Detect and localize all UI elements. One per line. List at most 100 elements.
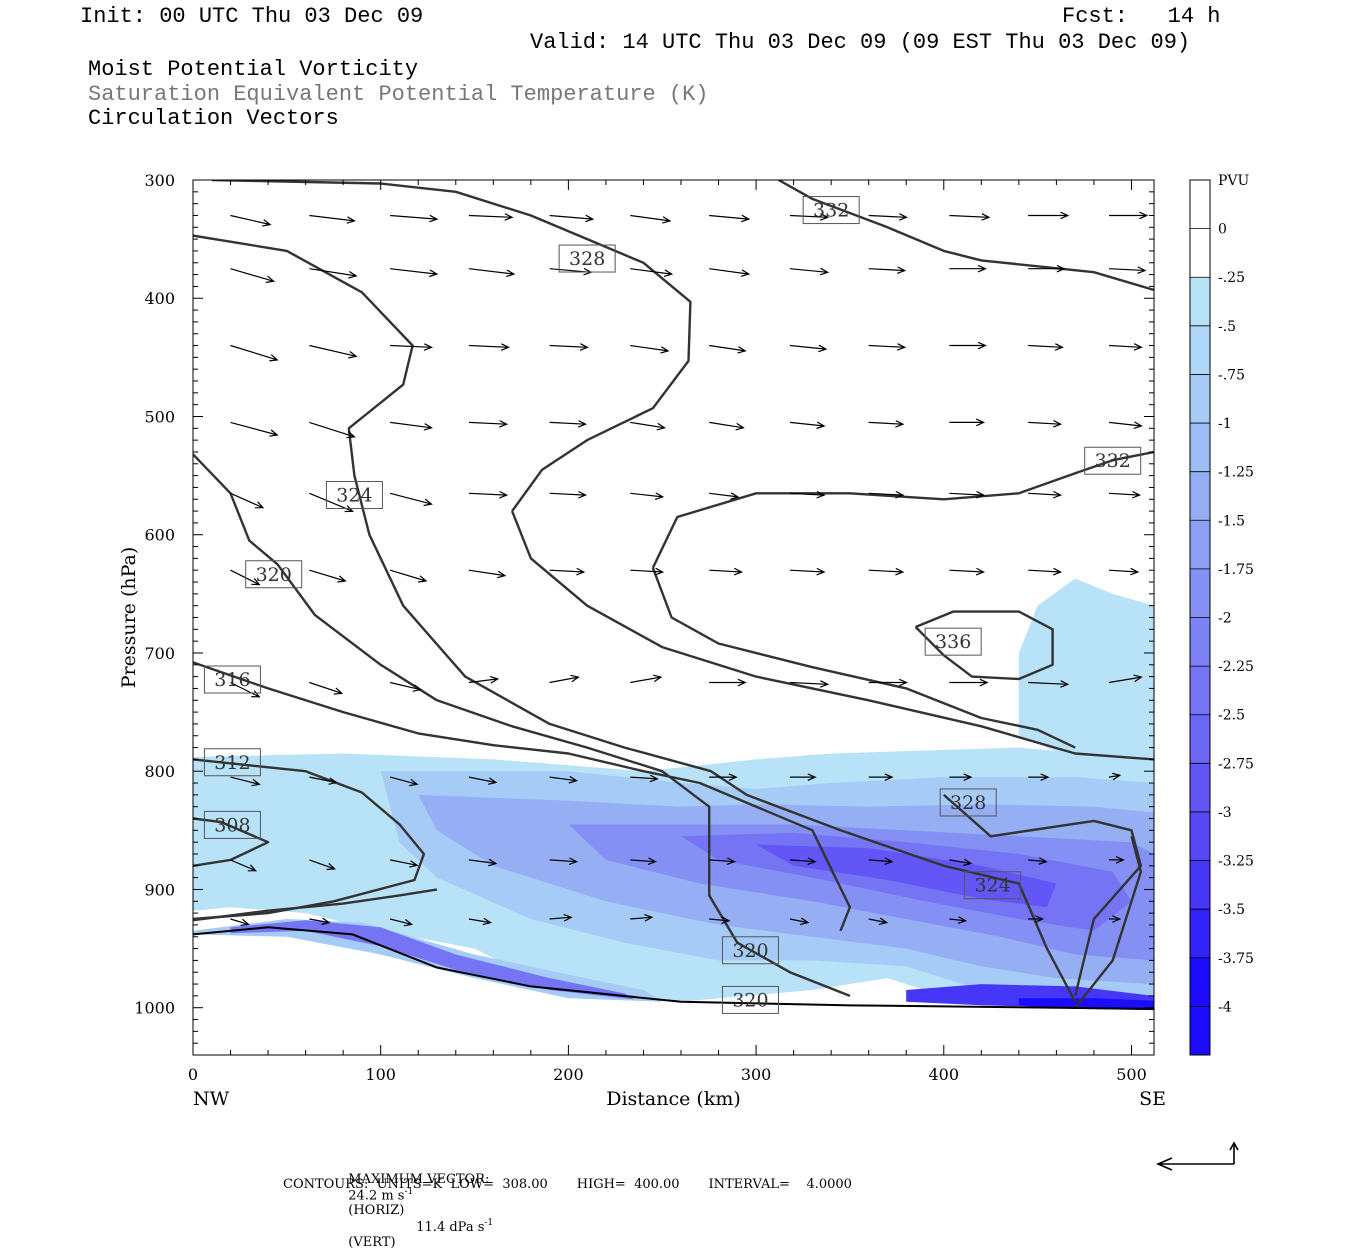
colorbar-swatch	[1190, 374, 1210, 424]
max-vector-label: MAXIMUM VECTOR:	[348, 1172, 490, 1187]
circulation-vector	[1108, 567, 1140, 576]
contour-label: 324	[974, 875, 1010, 897]
circulation-vector	[309, 681, 344, 695]
y-tick-label: 900	[144, 880, 175, 899]
contour-label-box	[802, 196, 860, 225]
circulation-vector	[1028, 680, 1070, 688]
circulation-vector	[630, 421, 666, 431]
y-tick-label: 400	[144, 289, 175, 308]
y-tick-label: 300	[144, 171, 175, 190]
colorbar-swatch	[1190, 617, 1210, 667]
forecast-hour: Fcst: 14 h	[1062, 4, 1221, 29]
x-axis-title: Distance (km)	[606, 1088, 741, 1110]
circulation-vector	[709, 678, 747, 687]
theta-contour	[193, 453, 851, 998]
circulation-vector	[1108, 266, 1147, 274]
circulation-vector	[549, 420, 588, 428]
circulation-vector	[309, 421, 356, 439]
circulation-vector	[709, 492, 740, 500]
x-tick-label: 500	[1116, 1065, 1147, 1084]
theta-contour	[193, 926, 1154, 1010]
circulation-vector	[709, 344, 747, 354]
circulation-vector	[789, 344, 828, 353]
colorbar-level-label: 0	[1218, 222, 1227, 238]
circulation-vector	[1109, 856, 1125, 864]
pv-colorbar: PVU 0 -.25 -.5 -.75 -1 -1.25 -1.5 -1.75 -2 -2.25 -2…	[1189, 173, 1254, 1056]
circulation-vector	[389, 569, 428, 583]
axes: 300 400 500 600 700 800 900 1000 0 100 200 300 400 50…	[118, 171, 1166, 1110]
circulation-vector	[949, 678, 989, 687]
circulation-vector	[709, 773, 738, 781]
colorbar-level-label: -2	[1218, 611, 1232, 627]
colorbar-swatch	[1190, 277, 1210, 326]
theta-contour	[193, 234, 1077, 1003]
contour-label-box	[325, 481, 383, 510]
circulation-vector	[1028, 264, 1066, 273]
circulation-vector	[389, 776, 419, 787]
circulation-vector	[549, 674, 580, 684]
circulation-vector	[868, 678, 908, 687]
circulation-vector	[309, 917, 331, 926]
circulation-vector	[468, 213, 514, 221]
circulation-vector	[868, 343, 907, 351]
colorbar-level-label: -2.5	[1218, 708, 1245, 724]
circulation-vector	[1108, 490, 1142, 499]
colorbar-level-label: -3.75	[1218, 951, 1254, 967]
circulation-vector	[468, 676, 500, 684]
circulation-vector	[868, 773, 894, 781]
circulation-vector	[1028, 567, 1063, 576]
colorbar-level-label: -3.5	[1218, 902, 1245, 918]
circulation-vector	[549, 857, 579, 866]
circulation-vector	[789, 567, 826, 576]
circulation-vector	[230, 268, 276, 283]
circulation-vector	[868, 213, 908, 221]
contour-label: 320	[732, 989, 768, 1011]
circulation-vector	[390, 421, 433, 431]
colorbar-swatch	[1190, 763, 1210, 812]
circulation-vector	[630, 344, 670, 354]
colorbar-level-label: -4	[1218, 999, 1232, 1015]
contour-label-box	[721, 985, 779, 1014]
max-vector-line: MAXIMUM VECTOR: 24.2 m s-1 (HORIZ) 11.4 …	[340, 1157, 493, 1250]
circulation-vector	[1109, 211, 1149, 220]
contour-label-box	[939, 788, 997, 817]
colorbar-swatch	[1190, 520, 1210, 569]
x-left-end-label: NW	[193, 1088, 230, 1110]
colorbar-level-label: -2.75	[1218, 756, 1254, 772]
circulation-vector	[868, 917, 889, 925]
circulation-vector	[949, 264, 987, 273]
colorbar-swatch	[1190, 811, 1210, 861]
circulation-vector	[230, 492, 265, 509]
circulation-vector	[1108, 343, 1143, 351]
init-time: Init: 00 UTC Thu 03 Dec 09	[80, 4, 424, 29]
circulation-vector	[949, 418, 986, 427]
circulation-vector	[949, 773, 973, 781]
circulation-vector	[709, 268, 751, 277]
circulation-vector	[468, 490, 509, 499]
circulation-vector	[389, 859, 419, 868]
contour-labels: 332 328 332 324 320 336 316 312 328 308 324 320 320	[203, 196, 1142, 1014]
colorbar-level-label: -3.25	[1218, 854, 1254, 870]
theta-contour	[914, 610, 1054, 681]
contour-label: 312	[214, 752, 250, 774]
colorbar-level-label: -1.75	[1218, 562, 1254, 578]
contour-label-box	[924, 627, 982, 656]
circulation-vector	[789, 421, 826, 430]
circulation-vector	[468, 776, 498, 785]
colorbar-swatch	[1190, 471, 1210, 521]
colorbar-swatch	[1190, 423, 1210, 472]
cross-section-chart: 332328332324320336316312328308324320320 …	[118, 171, 1254, 1171]
circulation-vector	[1028, 419, 1063, 428]
circulation-vector	[309, 569, 347, 583]
circulation-vector	[468, 343, 510, 351]
contour-label-box	[203, 810, 261, 839]
circulation-vector	[789, 267, 830, 276]
circulation-vector	[1028, 857, 1048, 865]
x-tick-label: 0	[188, 1065, 198, 1084]
circulation-vector	[630, 914, 654, 922]
contour-label-box	[558, 244, 616, 273]
circulation-vector	[389, 492, 433, 507]
x-right-end-label: SE	[1139, 1088, 1166, 1110]
theta-contour	[1074, 835, 1143, 1009]
colorbar-level-label: -.5	[1218, 319, 1236, 335]
